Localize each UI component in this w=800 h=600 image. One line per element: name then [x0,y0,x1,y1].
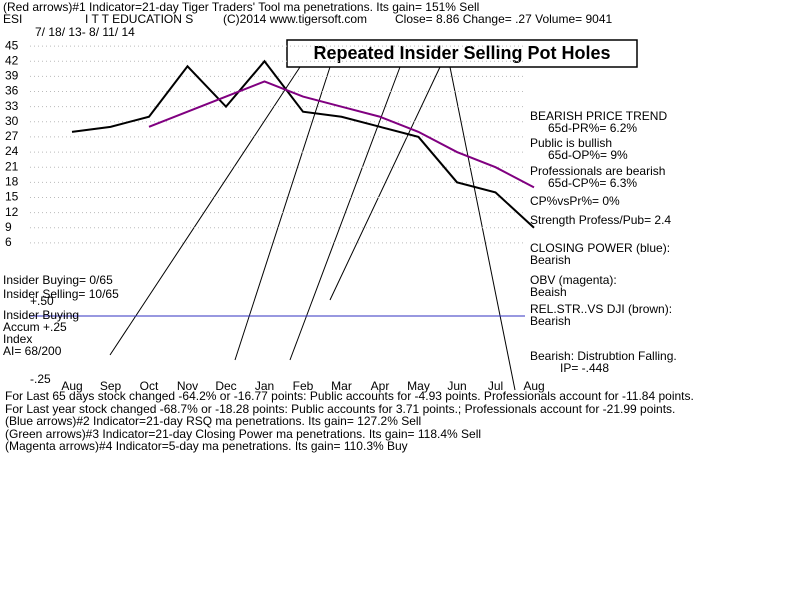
x-tick-label: Aug [523,379,544,393]
y-tick-label: 30 [5,114,19,128]
y-tick-label: 15 [5,190,19,204]
left-note: Insider Buying= 0/65 [3,273,113,287]
right-note: Public is bullish [530,136,612,150]
y-tick-label: 27 [5,129,19,143]
y-tick-label: 45 [5,38,19,52]
left-note: Insider Buying [3,308,79,322]
footer-text: (Blue arrows)#2 Indicator=21-day RSQ ma … [5,414,421,428]
right-note: BEARISH PRICE TREND [530,109,667,123]
callout-box [286,39,638,68]
series-line [71,59,535,229]
callout-lines [109,66,516,391]
y-tick-label: 36 [5,84,19,98]
right-note: REL.STR..VS DJI (brown): [530,302,672,316]
y-tick-label: 21 [5,159,19,173]
y-tick-label: 18 [5,175,19,189]
x-tick-label: Mar [331,379,352,393]
right-note: 65d-OP%= 9% [548,148,628,162]
x-tick-label: Apr [371,379,390,393]
right-note: Professionals are bearish [530,164,665,178]
y-tick-label: 9 [5,220,12,234]
y-tick-label: 39 [5,69,19,83]
right-note: OBV (magenta): [530,273,617,287]
footer-text: (Magenta arrows)#4 Indicator=5-day ma pe… [5,439,408,453]
right-note: Beaish [530,285,567,299]
right-note: Bearish: Distrubtion Falling. [530,349,677,363]
y-tick-label: 6 [5,235,12,249]
series-line [148,80,535,189]
header-text: I T T EDUCATION S [85,12,193,26]
right-note: Bearish [530,314,571,328]
left-note: Index [3,332,32,346]
x-tick-label: Dec [215,379,236,393]
x-tick-label: Oct [140,379,159,393]
left-note: -.25 [30,372,51,386]
right-note: IP= -.448 [560,361,609,375]
footer-text: For Last 65 days stock changed -64.2% or… [5,389,694,403]
left-note: AI= 68/200 [3,344,62,358]
x-tick-label: Sep [100,379,122,393]
x-tick-label: Aug [61,379,82,393]
callout-text: Repeated Insider Selling Pot Holes [313,43,610,63]
right-note: Bearish [530,253,571,267]
x-tick-label: Jun [447,379,466,393]
left-note: +.50 [30,294,54,308]
right-note: Strength Profess/Pub= 2.4 [530,213,671,227]
x-tick-label: May [407,379,430,393]
y-tick-label: 12 [5,205,19,219]
left-note: Insider Selling= 10/65 [3,287,119,301]
header-text: Close= 8.86 Change= .27 Volume= 9041 [395,12,612,26]
y-tick-label: 24 [5,144,19,158]
y-tick-label: 42 [5,53,19,67]
x-tick-label: Jul [488,379,503,393]
header-text: (C)2014 www.tigersoft.com [223,12,367,26]
x-tick-label: Jan [255,379,274,393]
header-text: ESI [3,12,22,26]
footer-text: For Last year stock changed -68.7% or -1… [5,402,675,416]
header-text: (Red arrows)#1 Indicator=21-day Tiger Tr… [3,0,479,14]
y-tick-label: 33 [5,99,19,113]
right-note: 65d-PR%= 6.2% [548,121,637,135]
left-note: Accum +.25 [3,320,67,334]
right-note: CLOSING POWER (blue): [530,241,670,255]
right-note: 65d-CP%= 6.3% [548,176,637,190]
right-note: CP%vsPr%= 0% [530,194,620,208]
x-tick-label: Feb [293,379,314,393]
x-tick-label: Nov [177,379,198,393]
footer-text: (Green arrows)#3 Indicator=21-day Closin… [5,427,481,441]
header-text: 7/ 18/ 13- 8/ 11/ 14 [35,25,135,39]
